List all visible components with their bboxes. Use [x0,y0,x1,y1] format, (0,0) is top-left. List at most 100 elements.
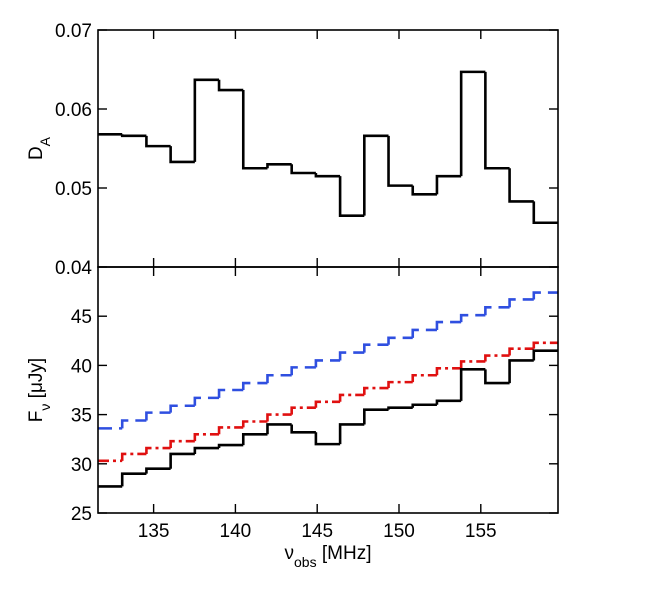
step-segment [169,146,195,164]
x-tick-label: 145 [301,521,333,542]
step-segment [338,393,365,402]
step-segment [338,176,365,217]
step-segment [508,298,534,308]
step-segment [120,452,147,461]
y-tick-label: 40 [71,356,92,377]
step-segment [145,446,171,454]
label-part: [μJy] [26,358,47,404]
x-tick-label: 155 [465,521,497,542]
y-tick-label: 25 [71,504,92,525]
step-segment [363,386,389,395]
y-tick-label: 45 [71,307,92,328]
step-segment [387,135,413,187]
step-segment [193,78,220,162]
step-segment [314,172,341,178]
step-segment [459,360,486,369]
step-segment [241,420,268,428]
step-segment [145,411,171,421]
step-segment [193,446,220,454]
x-tick-label: 135 [138,521,170,542]
x-tick-label: 140 [220,521,252,542]
step-segment [241,381,268,390]
step-segment [459,368,486,401]
step-segment [169,404,195,413]
label-part: obs [294,554,317,570]
step-segment [387,406,413,410]
step-segment [120,134,147,138]
step-segment [217,443,244,449]
step-segment [290,366,316,376]
y-tick-label: 0.04 [55,258,92,279]
step-segment [532,291,558,300]
label-part: ν [37,404,53,411]
step-segment [387,380,413,389]
step-segment [435,367,462,376]
y-tick-label: 30 [71,455,92,476]
y-tick-label: 35 [71,406,92,427]
step-segment [411,373,437,383]
step-segment [193,432,220,442]
step-segment [435,320,462,330]
step-segment [290,164,316,175]
y-tick-label: 0.05 [55,179,92,200]
x-tick-label: 150 [383,521,415,542]
step-segment [169,439,195,449]
step-segment [290,406,316,415]
step-segment [508,347,534,356]
y-tick-label: 0.06 [55,100,92,121]
step-segment [217,426,244,435]
step-segment [532,201,558,225]
step-segment [314,359,341,368]
step-segment [241,90,268,170]
step-segment [145,467,171,474]
y-tick-label: 0.07 [55,21,92,42]
label-part: D [26,146,47,160]
step-segment [363,343,389,353]
step-segment [411,185,437,196]
label-part: [MHz] [317,543,372,564]
plot-frame [97,266,559,514]
plot-frame [97,29,559,268]
step-segment [145,135,171,148]
y-axis-label: DA [26,136,53,160]
step-segment [314,400,341,408]
step-segment [411,403,437,408]
step-segment [411,328,437,338]
step-segment [435,399,462,405]
step-segment [435,174,462,195]
label-part: F [26,411,47,423]
step-segment [217,388,244,398]
step-segment [266,413,292,422]
step-segment [217,79,244,92]
step-segment [363,134,389,216]
step-segment [484,306,510,316]
step-segment [459,313,486,323]
step-segment [169,452,195,469]
step-segment [120,472,147,487]
step-segment [508,359,534,384]
step-segment [290,424,316,434]
y-axis-label: Fν [μJy] [26,358,53,422]
step-segment [484,71,510,170]
step-segment [338,351,365,361]
step-segment [363,408,389,425]
step-segment [193,396,220,406]
step-segment [120,419,147,429]
step-segment [508,168,534,203]
step-segment [314,432,341,446]
label-part: ν [285,543,295,564]
step-segment [484,369,510,385]
step-segment [266,163,292,169]
step-segment [338,423,365,445]
step-segment [532,349,558,361]
step-segment [459,70,486,177]
x-axis-label: νobs [MHz] [285,543,372,570]
label-part: A [37,136,53,146]
step-segment [241,432,268,446]
step-segment [387,336,413,345]
step-segment [266,423,292,435]
step-segment [484,354,510,362]
step-segment [532,341,558,349]
step-segment [266,373,292,384]
